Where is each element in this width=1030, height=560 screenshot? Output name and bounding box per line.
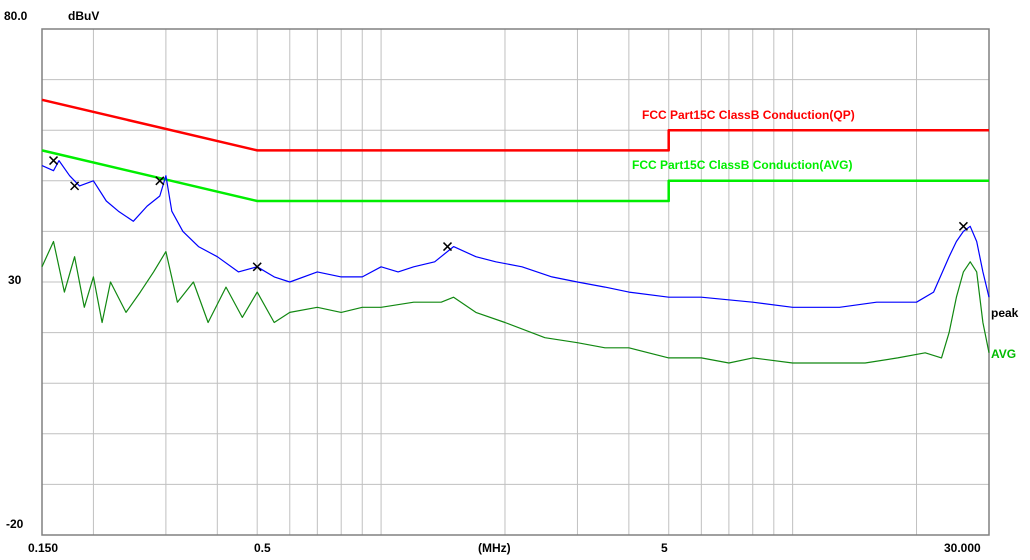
- y-tick-label-mid: 30: [8, 273, 22, 287]
- peak-marker: [958, 221, 968, 231]
- peak-trace: [41, 160, 990, 308]
- peak-marker: [252, 262, 262, 272]
- qp-limit-label: FCC Part15C ClassB Conduction(QP): [642, 108, 855, 122]
- peak-marker: [70, 181, 80, 191]
- avg-limit-line: [41, 149, 989, 203]
- grid-layer: [42, 29, 989, 535]
- markers-layer: [49, 156, 968, 272]
- peak-marker: [155, 176, 165, 186]
- peak-marker-stroke: [252, 262, 262, 272]
- avg-limit-label: FCC Part15C ClassB Conduction(AVG): [632, 158, 852, 172]
- x-tick-label-4: 30.000: [944, 541, 981, 555]
- peak-marker-stroke: [958, 221, 968, 231]
- x-tick-label-0: 0.150: [28, 541, 58, 555]
- peak-marker-stroke: [442, 242, 453, 252]
- avg-trace: [41, 240, 990, 364]
- x-axis-unit: (MHz): [478, 541, 511, 555]
- x-tick-label-3: 5: [661, 541, 668, 555]
- y-tick-label-bottom: -20: [6, 517, 24, 531]
- y-axis-unit: dBuV: [68, 9, 99, 23]
- avg-trace-label: AVG: [991, 347, 1016, 361]
- peak-marker-stroke: [49, 156, 59, 166]
- peak-marker: [442, 242, 453, 252]
- plot-frame: [41, 28, 990, 536]
- qp-limit-line: [41, 98, 989, 152]
- peak-trace-label: peak: [991, 306, 1019, 320]
- peak-marker-stroke: [70, 181, 80, 191]
- series-layer: [41, 98, 990, 364]
- x-tick-label-1: 0.5: [254, 541, 271, 555]
- peak-marker-stroke: [155, 176, 165, 186]
- peak-marker: [49, 156, 59, 166]
- y-tick-label-top: 80.0: [4, 9, 28, 23]
